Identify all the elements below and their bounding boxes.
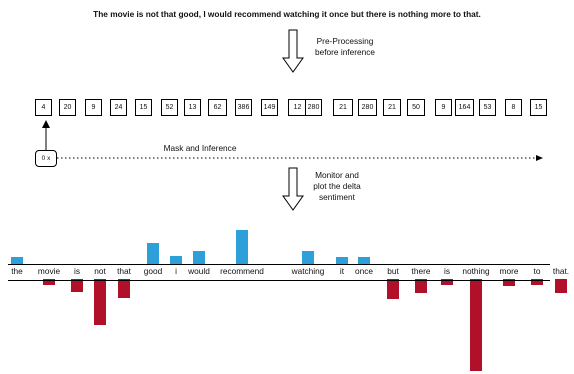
monitor-label-line3: sentiment (302, 192, 372, 203)
token-box: 13 (184, 99, 201, 116)
token-box: 53 (479, 99, 496, 116)
word-label: would (188, 266, 210, 276)
token-box: 9 (435, 99, 452, 116)
token-box: 9 (85, 99, 102, 116)
token-box: 280 (305, 99, 322, 116)
mask-box: 0 x (35, 150, 57, 167)
preprocess-label-line1: Pre-Processing (300, 36, 390, 47)
sentiment-bars (11, 230, 567, 371)
word-label: that (117, 266, 131, 276)
token-box: 15 (530, 99, 547, 116)
word-label: the (11, 266, 23, 276)
positive-bar (336, 257, 348, 264)
word-label: that. (553, 266, 569, 276)
word-label: watching (292, 266, 325, 276)
token-box: 50 (407, 99, 425, 116)
monitor-label: Monitor and plot the delta sentiment (302, 170, 372, 203)
positive-bar (170, 256, 182, 264)
up-arrow-mask-head (42, 120, 50, 128)
token-box: 280 (358, 99, 377, 116)
mask-arrow-head (536, 155, 543, 161)
negative-bar (118, 279, 130, 298)
negative-bar (387, 279, 399, 299)
negative-bar (94, 279, 106, 325)
word-label: once (355, 266, 373, 276)
negative-bar (470, 279, 482, 371)
mask-inference-label: Mask and Inference (150, 143, 250, 154)
word-label: is (444, 266, 450, 276)
token-box: 24 (110, 99, 127, 116)
positive-bar (236, 230, 248, 264)
word-label: movie (38, 266, 60, 276)
token-box: 21 (383, 99, 401, 116)
token-box: 62 (208, 99, 227, 116)
preprocess-label: Pre-Processing before inference (300, 36, 390, 58)
token-box: 164 (455, 99, 474, 116)
word-label: more (500, 266, 519, 276)
positive-bar (302, 251, 314, 264)
token-box: 20 (59, 99, 76, 116)
word-label: to (534, 266, 541, 276)
word-label: is (74, 266, 80, 276)
negative-bar (555, 279, 567, 293)
token-box: 21 (333, 99, 353, 116)
monitor-label-line1: Monitor and (302, 170, 372, 181)
token-box: 8 (505, 99, 522, 116)
word-label: not (94, 266, 106, 276)
positive-bar (358, 257, 370, 264)
positive-bar (147, 243, 159, 264)
negative-bar (415, 279, 427, 293)
word-label: recommend (220, 266, 264, 276)
word-label: nothing (462, 266, 489, 276)
word-label: i (175, 266, 177, 276)
word-label: it (340, 266, 344, 276)
token-box: 15 (135, 99, 152, 116)
token-box: 4 (35, 99, 52, 116)
word-label: but (387, 266, 399, 276)
preprocess-label-line2: before inference (300, 47, 390, 58)
word-label: good (144, 266, 162, 276)
positive-bar (193, 251, 205, 264)
positive-bar (11, 257, 23, 264)
token-box: 149 (261, 99, 278, 116)
token-box: 386 (235, 99, 252, 116)
down-arrow-monitor (283, 168, 303, 210)
token-box: 52 (161, 99, 178, 116)
word-label: there (412, 266, 431, 276)
monitor-label-line2: plot the delta (302, 181, 372, 192)
